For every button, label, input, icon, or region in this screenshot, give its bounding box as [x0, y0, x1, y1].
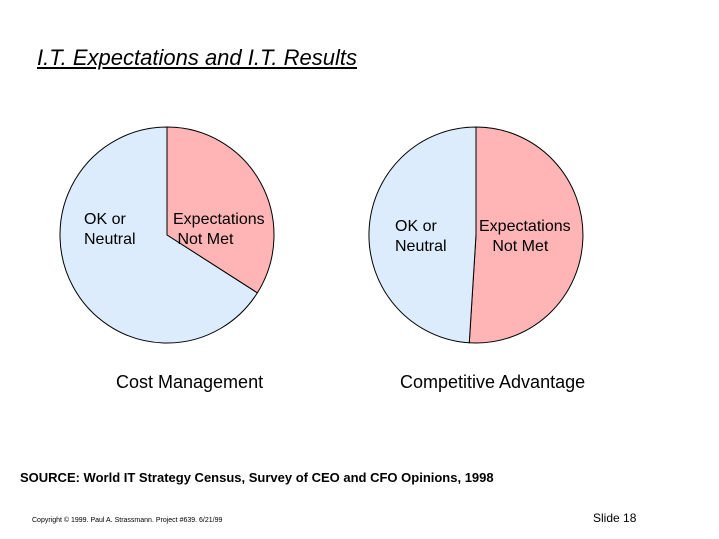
- pie-slice-expectations-not-met: [468, 126, 584, 344]
- pie-chart-competitive-advantage: Expectations Not Met OK or Neutral Compet…: [368, 126, 585, 392]
- chart-title-cost-management: Cost Management: [116, 372, 263, 392]
- slice-label-expectations-not-met: Expectations Not Met: [479, 218, 571, 255]
- pie-slice-ok-or-neutral: [59, 126, 259, 344]
- slice-label-expectations-not-met: Expectations Not Met: [173, 211, 265, 248]
- slice-label-ok-or-neutral: OK or Neutral: [395, 218, 447, 255]
- slide-number: Slide 18: [593, 511, 637, 525]
- chart-title-competitive-advantage: Competitive Advantage: [400, 372, 585, 392]
- pie-slice-ok-or-neutral: [368, 126, 477, 344]
- slice-label-ok-or-neutral: OK or Neutral: [84, 211, 136, 248]
- pie-chart-cost-management: Expectations Not Met OK or Neutral Cost M…: [59, 126, 275, 392]
- pie-slice-expectations-not-met: [166, 126, 275, 294]
- copyright-note: Copyright © 1999. Paul A. Strassmann. Pr…: [32, 517, 223, 524]
- slide-title: I.T. Expectations and I.T. Results: [37, 45, 357, 70]
- source-note: SOURCE: World IT Strategy Census, Survey…: [20, 470, 494, 485]
